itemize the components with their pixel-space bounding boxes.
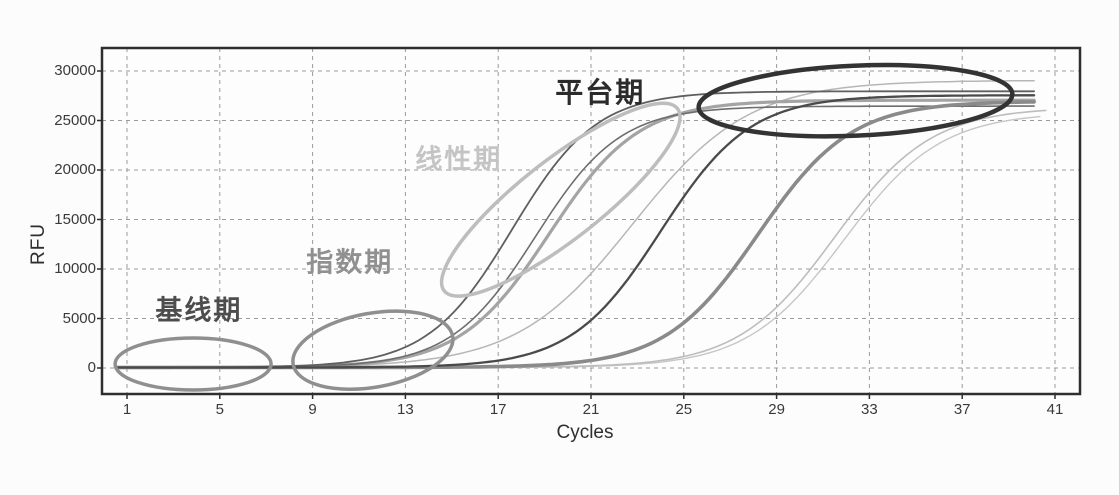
plot-border <box>100 46 1082 396</box>
y-tick-label: 0 <box>87 359 96 376</box>
x-tick-label: 37 <box>953 401 971 418</box>
x-tick-label: 5 <box>215 401 224 418</box>
y-axis-title: RFU <box>28 222 49 266</box>
y-tick-label: 20000 <box>54 161 96 178</box>
phase-ellipse-exponential <box>291 309 455 392</box>
phase-label-linear: 线性期 <box>415 144 503 175</box>
x-tick-label: 21 <box>582 401 600 418</box>
y-tick-label: 10000 <box>54 260 96 277</box>
y-tick-label: 5000 <box>62 309 96 327</box>
phase-label-baseline: 基线期 <box>155 295 243 326</box>
x-tick-label: 9 <box>308 401 317 418</box>
x-axis-title: Cycles <box>556 422 614 443</box>
phase-label-exponential: 指数期 <box>306 247 394 278</box>
x-tick-label: 41 <box>1046 401 1064 418</box>
y-tick-label: 30000 <box>54 62 96 79</box>
x-tick-label: 29 <box>768 401 785 418</box>
phase-label-plateau: 平台期 <box>555 76 646 108</box>
phase-ellipse-linear <box>439 101 682 298</box>
phase-ellipse-baseline <box>113 336 273 392</box>
y-tick-label: 25000 <box>54 111 96 129</box>
y-tick-label: 15000 <box>54 210 96 228</box>
x-tick-label: 33 <box>861 401 878 418</box>
x-tick-label: 25 <box>675 401 693 418</box>
phase-ellipse-plateau <box>696 62 1015 139</box>
x-tick-label: 17 <box>489 401 507 418</box>
x-tick-label: 13 <box>397 401 414 418</box>
x-tick-label: 1 <box>122 401 132 418</box>
